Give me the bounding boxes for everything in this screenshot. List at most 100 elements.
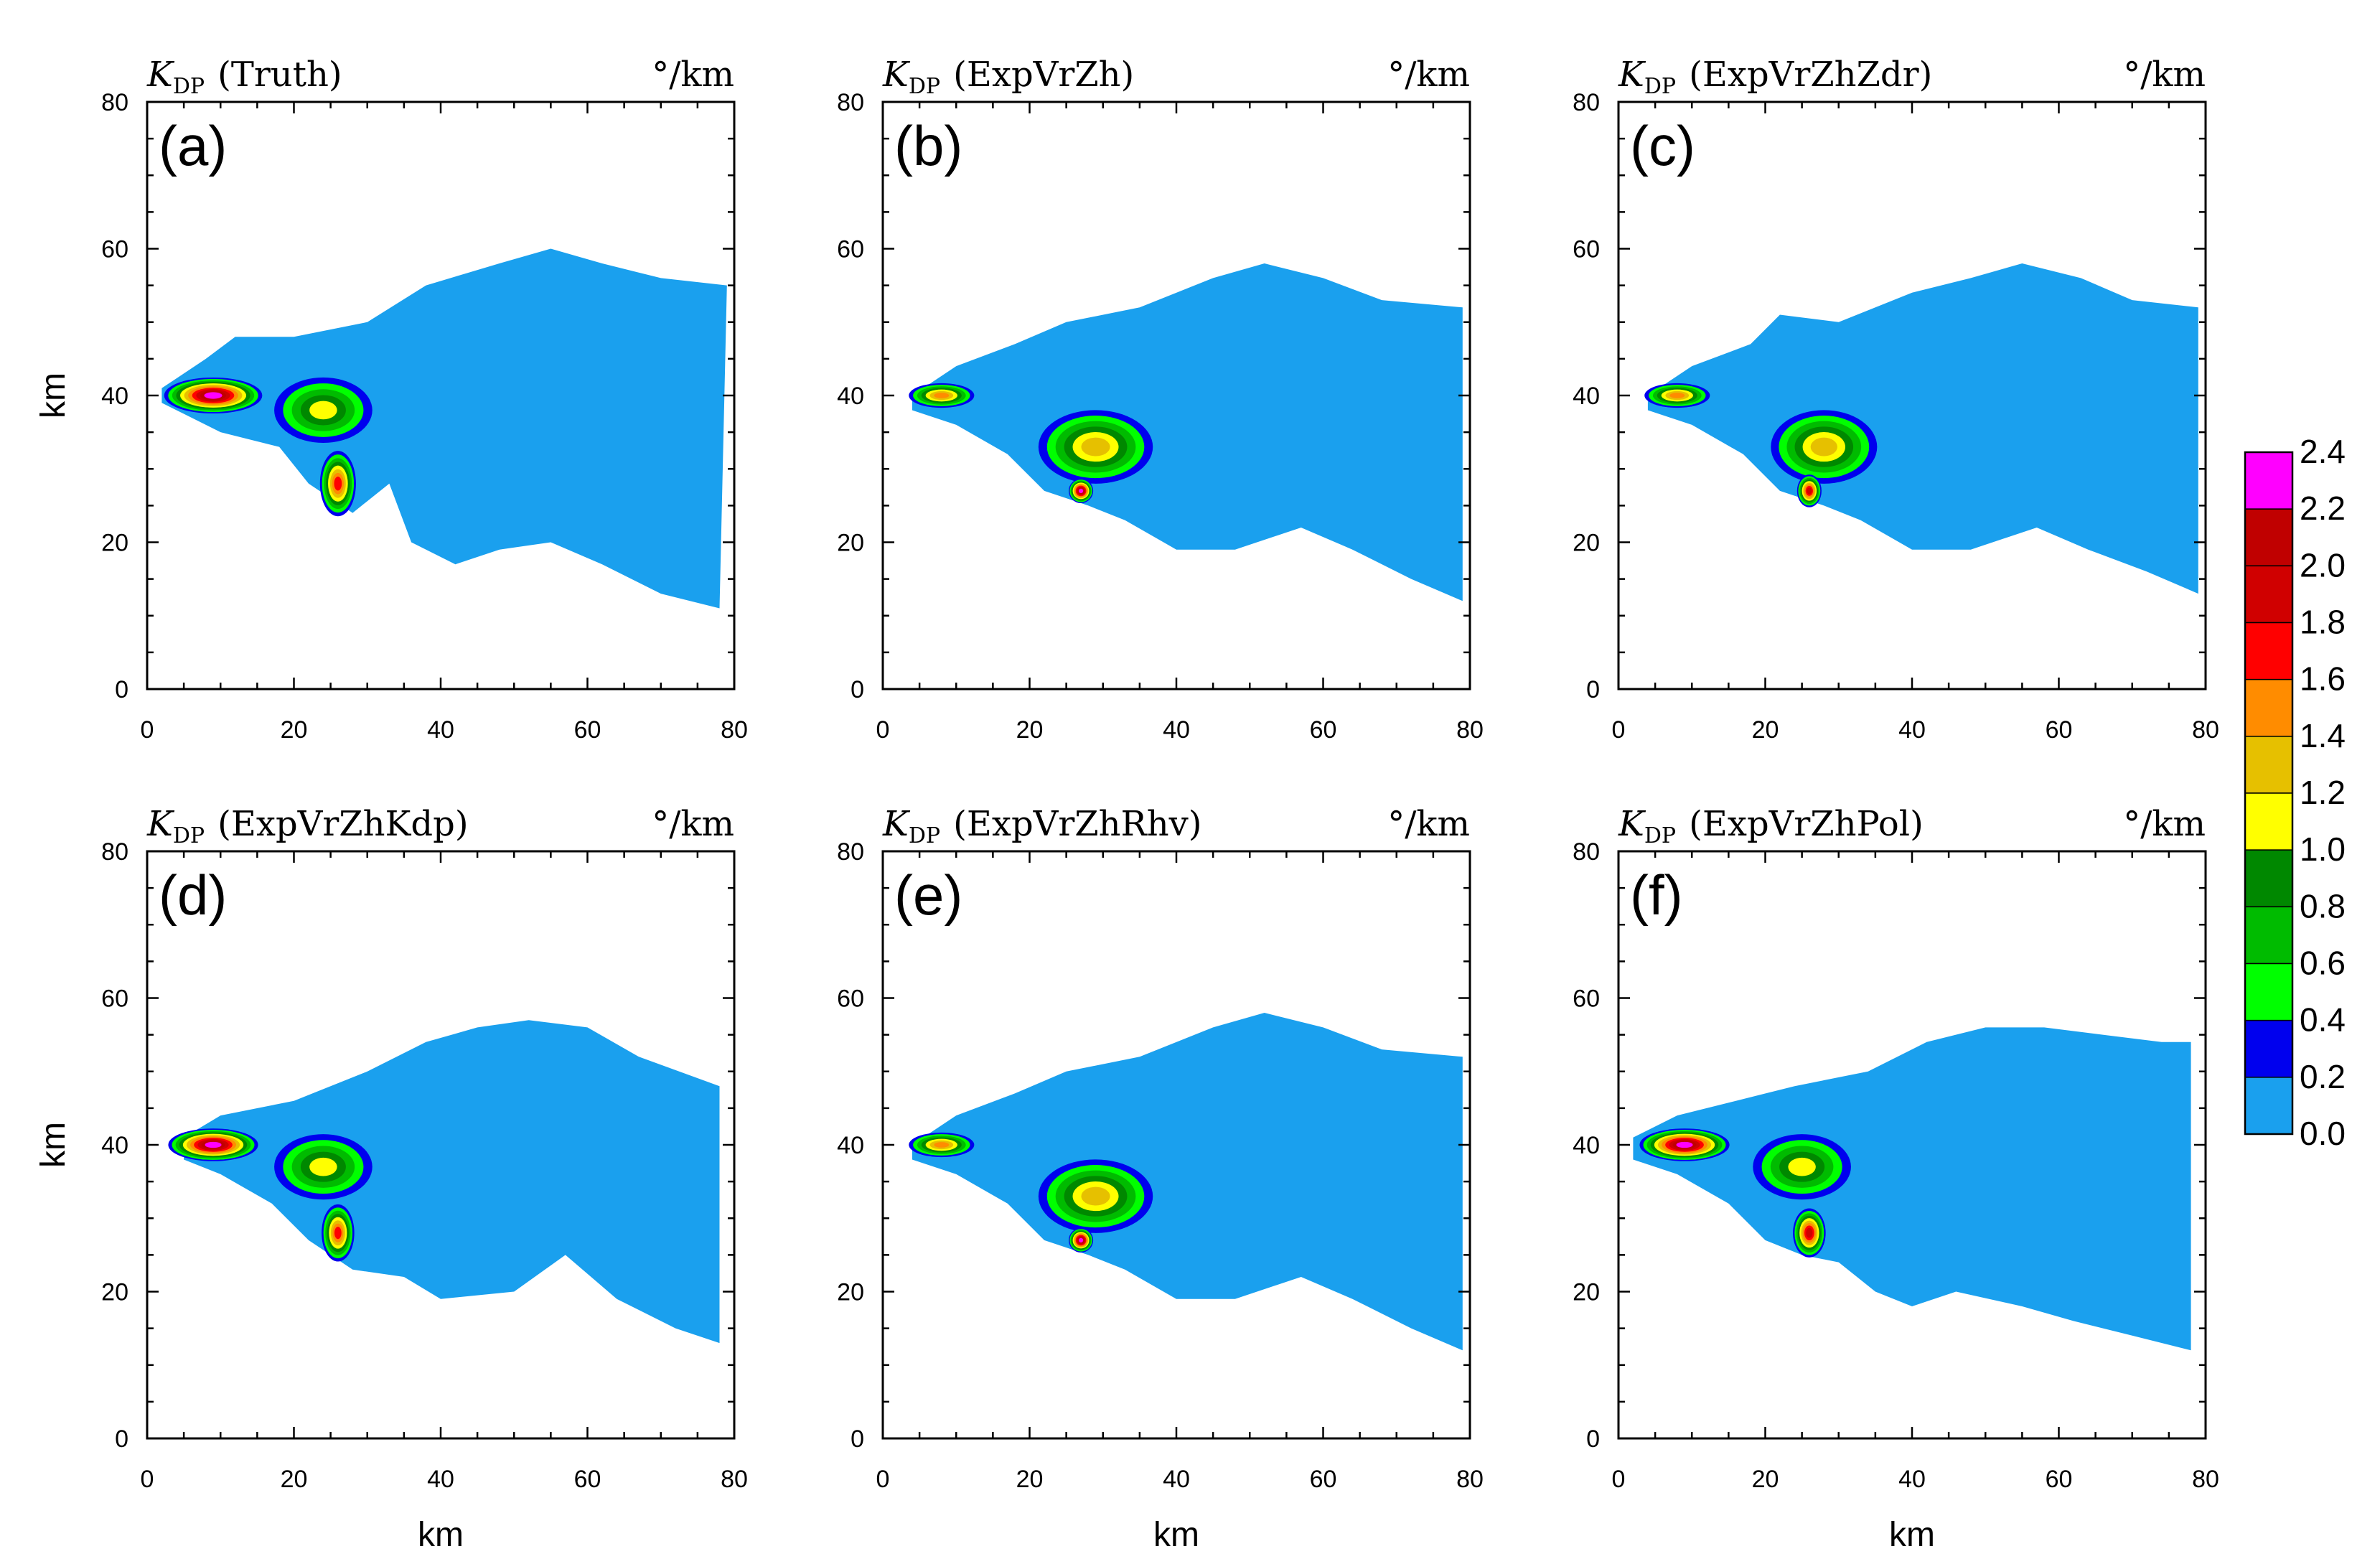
kdp-core-2-level-6 (1810, 437, 1837, 457)
kdp-core-2-level-5 (309, 1157, 337, 1176)
y-tick-label: 20 (837, 530, 864, 557)
kdp-region-0.0 (161, 248, 727, 609)
x-tick-label: 60 (574, 716, 601, 744)
y-tick-label: 60 (1573, 986, 1600, 1013)
y-tick-label: 80 (101, 838, 128, 866)
kdp-field (168, 1020, 720, 1344)
title-variable: K (882, 804, 911, 844)
colorbar-segment (2244, 451, 2293, 510)
colorbar-segment (2244, 963, 2293, 1021)
x-tick-label: 20 (1016, 716, 1044, 744)
kdp-core-1-level-7 (1669, 393, 1685, 398)
y-tick-label: 0 (851, 676, 864, 703)
y-tick-label: 60 (837, 236, 864, 263)
y-tick-label: 0 (1586, 1425, 1600, 1453)
x-tick-label: 40 (1898, 1466, 1926, 1493)
panel-letter: (e) (894, 863, 962, 927)
colorbar-frame (2244, 451, 2294, 1136)
panel-b: 0 20 40 60 80 0 20 40 60 80 (b) KDP (ExpVrZh) °/km (837, 55, 1484, 744)
colorbar-label: 0.6 (2300, 945, 2346, 982)
kdp-core-3-level-11 (1078, 488, 1084, 494)
colorbar-segment (2244, 508, 2293, 567)
panel-title: KDP (ExpVrZhKdp) (146, 804, 469, 848)
colorbar-segment (2244, 736, 2293, 794)
y-tick-label: 0 (115, 1425, 128, 1453)
y-tick-label: 40 (101, 1132, 128, 1159)
panel-title: KDP (ExpVrZh) (882, 55, 1134, 99)
panel-title: KDP (Truth) (146, 55, 342, 99)
title-variable: K (146, 55, 175, 95)
title-variable-subscript: DP (173, 74, 205, 99)
colorbar-segment (2244, 678, 2293, 737)
y-axis-label: km (34, 1122, 72, 1168)
panel-a: 0 20 40 60 80 0 20 40 60 80 (a) KDP (Truth) °/km km (34, 55, 748, 744)
colorbar-segment (2244, 1077, 2293, 1135)
kdp-field (1644, 263, 2198, 594)
title-variable: K (146, 804, 175, 844)
y-tick-label: 20 (1573, 1279, 1600, 1306)
kdp-core-1-level-7 (934, 1142, 950, 1148)
y-tick-label: 0 (1586, 676, 1600, 703)
kdp-core-2-level-5 (309, 401, 337, 420)
kdp-region-0.0 (912, 263, 1463, 601)
kdp-core-1-level-11 (1676, 1141, 1693, 1148)
x-tick-label: 0 (1612, 716, 1626, 744)
colorbar-label: 0.2 (2300, 1058, 2346, 1095)
x-tick-label: 60 (1310, 716, 1337, 744)
x-tick-label: 0 (1612, 1466, 1626, 1493)
y-tick-label: 60 (1573, 236, 1600, 263)
kdp-region-0.0 (912, 1013, 1463, 1351)
x-tick-label: 0 (141, 716, 154, 744)
panel-letter: (b) (894, 114, 962, 177)
kdp-core-3-level-9 (1807, 487, 1812, 495)
panel-title: KDP (ExpVrZhZdr) (1618, 55, 1932, 99)
x-tick-label: 20 (1016, 1466, 1044, 1493)
panel-letter: (d) (159, 863, 227, 927)
colorbar-segment (2244, 792, 2293, 851)
x-tick-label: 80 (721, 716, 748, 744)
y-tick-label: 0 (115, 676, 128, 703)
x-tick-label: 20 (1752, 1466, 1779, 1493)
colorbar-segment (2244, 849, 2293, 908)
panel-units: °/km (2123, 55, 2206, 95)
panel-units: °/km (1387, 804, 1470, 844)
x-tick-label: 80 (1456, 1466, 1484, 1493)
title-experiment: (ExpVrZhKdp) (217, 804, 468, 844)
x-tick-label: 40 (427, 716, 454, 744)
kdp-field (1633, 1027, 2191, 1351)
title-variable: K (1618, 55, 1646, 95)
colorbar-segment (2244, 906, 2293, 965)
x-tick-label: 0 (141, 1466, 154, 1493)
colorbar-label: 2.2 (2300, 490, 2346, 527)
colorbar-label: 1.6 (2300, 660, 2346, 698)
x-tick-label: 60 (2046, 716, 2073, 744)
x-axis-label: km (1889, 1516, 1935, 1554)
x-tick-label: 20 (1752, 716, 1779, 744)
panel-letter: (a) (159, 114, 227, 177)
y-tick-label: 20 (1573, 530, 1600, 557)
title-experiment: (Truth) (217, 55, 342, 95)
colorbar-label: 1.0 (2300, 830, 2346, 868)
x-tick-label: 60 (2046, 1466, 2073, 1493)
kdp-core-3-level-9 (1806, 1227, 1813, 1238)
kdp-core-2-level-6 (1081, 1186, 1110, 1206)
kdp-core-2-level-6 (1081, 437, 1110, 457)
kdp-core-3-level-8 (334, 1227, 342, 1240)
colorbar: 2.4 2.2 2.0 1.8 1.6 1.4 1.2 1.0 0.8 0.6 0.4 0.2 0.0 (2244, 433, 2346, 1152)
panel-units: °/km (652, 804, 734, 844)
y-axis-label: km (34, 373, 72, 418)
x-tick-label: 80 (2192, 1466, 2219, 1493)
y-tick-label: 40 (101, 383, 128, 410)
y-tick-label: 80 (837, 838, 864, 866)
panel-letter: (f) (1630, 863, 1683, 927)
x-axis-label: km (418, 1516, 464, 1554)
title-experiment: (ExpVrZhPol) (1689, 804, 1924, 844)
title-variable: K (882, 55, 911, 95)
y-tick-label: 0 (851, 1425, 864, 1453)
x-tick-label: 0 (876, 716, 890, 744)
title-variable-subscript: DP (1644, 74, 1676, 99)
title-variable-subscript: DP (173, 823, 205, 848)
title-variable-subscript: DP (909, 74, 940, 99)
title-variable-subscript: DP (1644, 823, 1676, 848)
y-tick-label: 60 (101, 236, 128, 263)
